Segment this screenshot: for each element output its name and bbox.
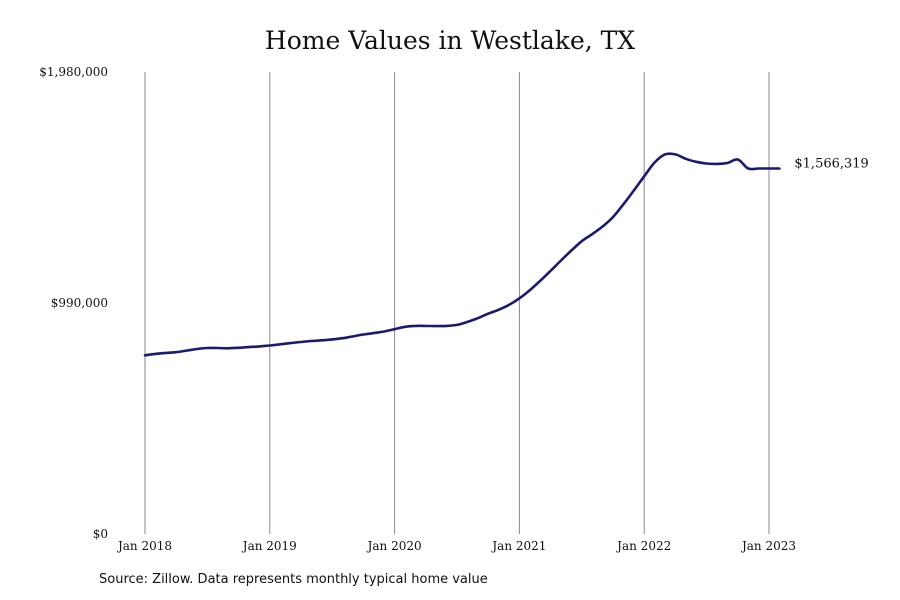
end-value-label: $1,566,319 xyxy=(794,157,868,172)
x-tick-label: Jan 2021 xyxy=(490,539,546,553)
x-axis-ticks: Jan 2018 Jan 2019 Jan 2020 Jan 2021 Jan 2022… xyxy=(116,539,796,553)
series-line xyxy=(143,152,781,357)
y-axis-ticks: $0 $990,000 $1,980,000 xyxy=(39,65,108,541)
y-tick-label: $0 xyxy=(93,527,108,541)
x-tick-label: Jan 2019 xyxy=(241,539,297,553)
source-note: Source: Zillow. Data represents monthly … xyxy=(99,572,488,587)
series-lines xyxy=(143,152,781,357)
y-tick-label: $990,000 xyxy=(51,296,108,310)
vertical-gridlines xyxy=(144,72,770,534)
x-tick-label: Jan 2022 xyxy=(615,539,671,553)
x-tick-label: Jan 2018 xyxy=(116,539,172,553)
x-tick-label: Jan 2020 xyxy=(366,539,422,553)
y-tick-label: $1,980,000 xyxy=(39,65,108,79)
x-tick-label: Jan 2023 xyxy=(740,539,796,553)
chart-title: Home Values in Westlake, TX xyxy=(264,26,636,55)
